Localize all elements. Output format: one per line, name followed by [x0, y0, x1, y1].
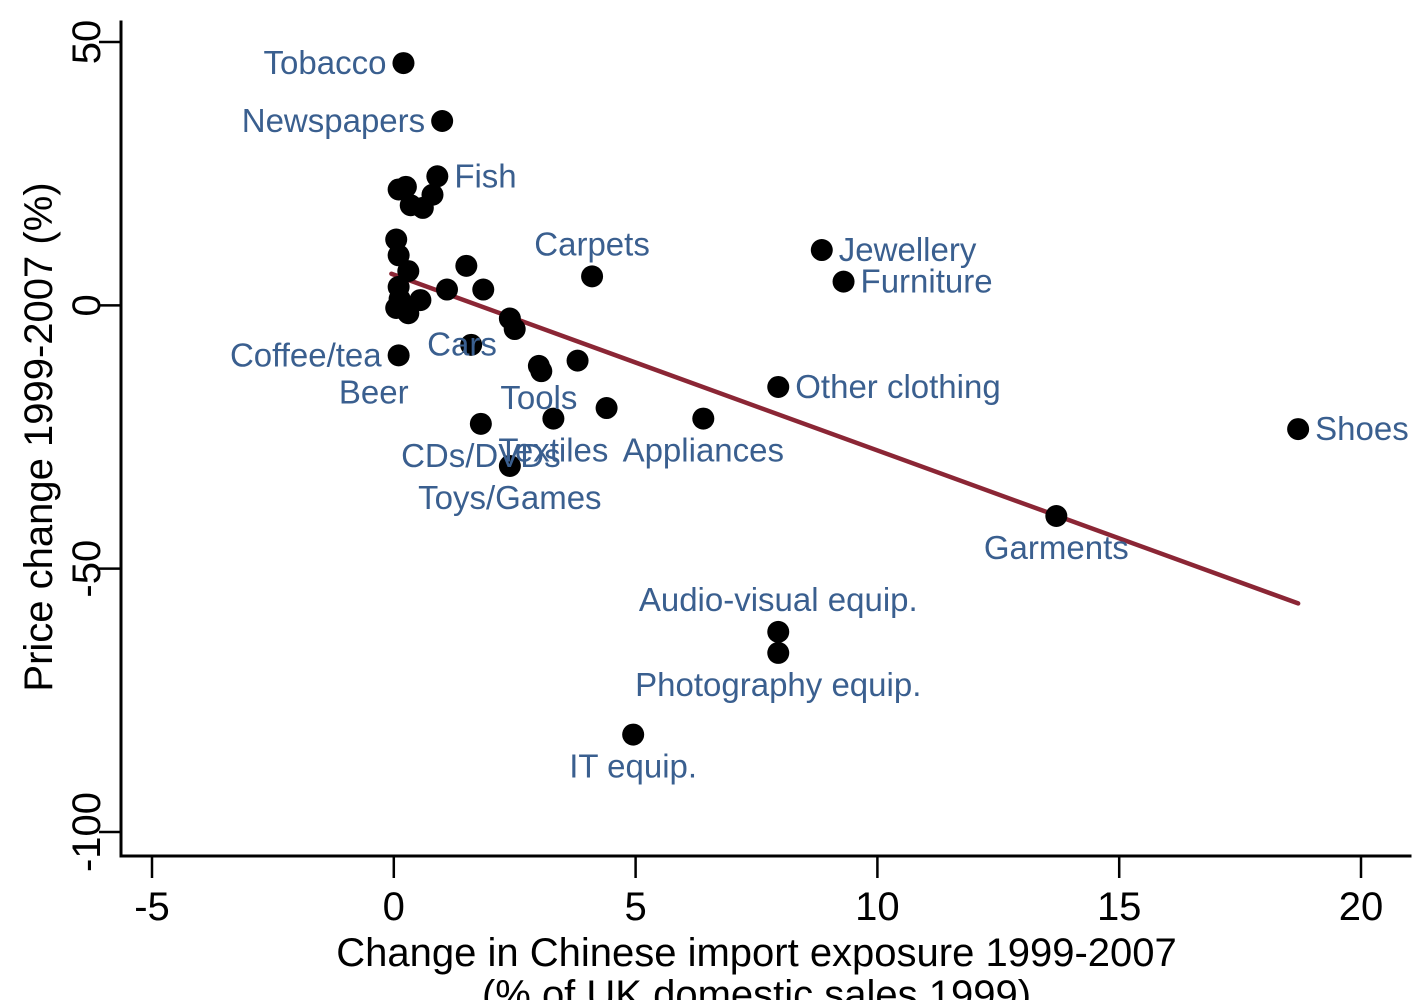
data-point [411, 196, 434, 219]
ticks-group [99, 40, 1363, 878]
y-axis-title: Price change 1999-2007 (%) [17, 182, 61, 691]
data-point-it-equip [622, 723, 645, 746]
point-label-appliances: Appliances [623, 432, 784, 469]
point-label-it-equip: IT equip. [569, 748, 697, 785]
tick-labels-group: 500-50-100-5 0 5 10 15 20 [65, 20, 1383, 929]
data-point [460, 333, 483, 356]
data-point-toys-games [498, 454, 521, 477]
data-point-jewellery [810, 239, 833, 262]
data-point [387, 244, 410, 267]
trendline-group [389, 271, 1301, 606]
point-label-garments: Garments [984, 529, 1129, 566]
data-point-audio-visual-equip [767, 620, 790, 643]
point-label-tools: Tools [500, 379, 577, 416]
data-point [394, 175, 417, 198]
point-label-cars: Cars [427, 326, 497, 363]
data-point-garments [1045, 505, 1068, 527]
data-point [455, 254, 478, 277]
point-label-audio-visual-equip: Audio-visual equip. [639, 581, 918, 618]
data-point-tobacco [392, 52, 415, 75]
point-label-photography-equip: Photography equip. [635, 666, 921, 703]
point-label-toys-games: Toys/Games [418, 479, 601, 516]
x-axis-title-line1: Change in Chinese import exposure 1999-2… [336, 931, 1177, 975]
data-point-shoes [1287, 418, 1310, 441]
data-point [472, 278, 495, 301]
axes-group [119, 20, 1412, 858]
data-point-other-clothing [767, 375, 790, 398]
data-point [530, 360, 553, 383]
point-label-jewellery: Jewellery [839, 231, 977, 268]
data-point [435, 278, 458, 301]
point-label-tobacco: Tobacco [264, 44, 387, 81]
point-label-carpets: Carpets [534, 225, 650, 262]
point-labels-group: Tobacco Newspapers Fish Carpets JewelleryFur… [230, 44, 1409, 785]
data-point-coffee-tea [387, 344, 410, 367]
regression-trendline [389, 271, 1301, 606]
point-label-beer: Beer [339, 373, 409, 410]
data-point [397, 302, 420, 325]
data-point-appliances [692, 407, 715, 430]
x-axis-tick-label: -5 [134, 885, 170, 929]
point-label-fish: Fish [454, 157, 516, 194]
x-axis-tick-label: 0 [383, 885, 405, 929]
axis-titles-group: Price change 1999-2007 (%) Change in Chin… [17, 182, 1177, 1000]
x-axis-tick-label: 10 [855, 885, 900, 929]
x-axis-tick-label: 15 [1097, 885, 1142, 929]
y-axis-tick-label: -50 [65, 540, 109, 598]
data-point [503, 318, 526, 341]
data-point-photography-equip [767, 641, 790, 664]
data-point-furniture [832, 270, 855, 293]
data-point [397, 260, 420, 283]
y-axis-tick-label: -100 [65, 792, 109, 872]
point-label-cds-dvds: CDs/DVDs [401, 437, 561, 474]
x-axis-title-line2: (% of UK domestic sales 1999) [482, 973, 1031, 1000]
point-label-other-clothing: Other clothing [795, 368, 1000, 405]
point-label-coffee-tea: Coffee/tea [230, 336, 382, 373]
x-axis-tick-label: 20 [1339, 885, 1384, 929]
data-point [566, 349, 589, 372]
x-axis-tick-label: 5 [624, 885, 646, 929]
y-axis-tick-label: 0 [65, 294, 109, 316]
data-point-carpets [581, 265, 604, 288]
point-label-newspapers: Newspapers [242, 102, 425, 139]
data-point-fish [426, 165, 449, 188]
data-point [595, 397, 618, 420]
data-point-textiles [542, 407, 565, 430]
y-axis-tick-label: 50 [65, 20, 109, 65]
data-point-newspapers [431, 110, 454, 132]
point-label-shoes: Shoes [1315, 410, 1409, 447]
point-label-textiles: Textiles [498, 432, 608, 469]
data-points-group [385, 52, 1310, 746]
data-point-cds-dvds [469, 412, 492, 435]
point-label-furniture: Furniture [861, 263, 993, 300]
